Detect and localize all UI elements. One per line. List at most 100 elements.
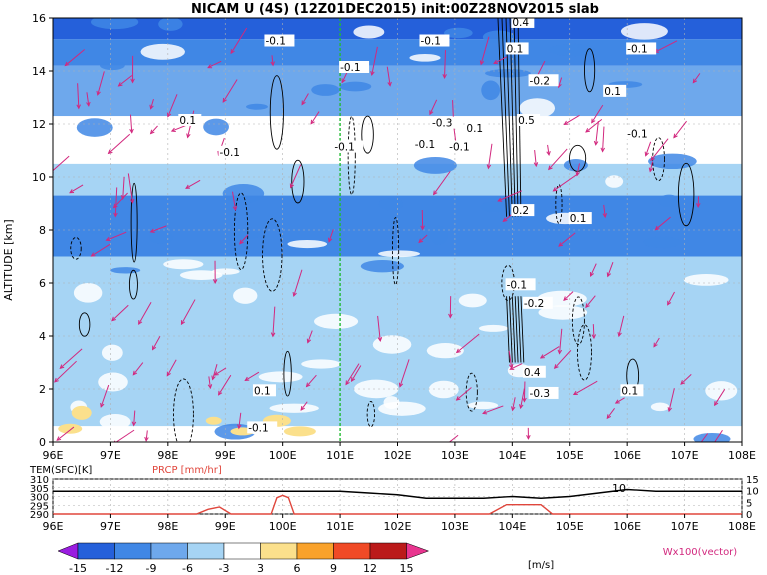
wind-vector-head (111, 316, 116, 322)
contour-label: -0.2 (524, 298, 545, 310)
wind-vector (114, 187, 118, 217)
wind-vector-head (572, 390, 578, 396)
wind-vector-head (442, 74, 447, 79)
wind-vector-head (270, 332, 276, 338)
wind-vector-head (667, 407, 672, 413)
contour-label-bg (465, 121, 489, 134)
field-patch (467, 401, 499, 410)
contour-line (78, 312, 91, 337)
contour-label: 0.1 (604, 86, 621, 98)
wind-vector-head (546, 151, 551, 157)
surface-x-tick-label: 100E (269, 520, 297, 533)
x-tick-label: 108E (728, 449, 756, 462)
wind-vector (59, 348, 83, 369)
wind-vector (222, 79, 238, 103)
wind-vector-head (433, 190, 438, 196)
field-patch (443, 27, 473, 39)
wind-vector-head (167, 112, 172, 118)
wind-vector (512, 397, 516, 411)
wind-vector (433, 171, 451, 195)
contour-label-bg (517, 114, 541, 126)
contour-line (571, 296, 585, 345)
wind-vector (377, 315, 381, 341)
wind-vector-head (377, 337, 383, 343)
wind-vector-head (105, 236, 111, 242)
y-tick-label: 14 (32, 65, 46, 78)
field-patch (605, 175, 624, 188)
contour-label-bg (430, 116, 461, 129)
contour-label-bg (511, 15, 535, 28)
contour-label: 0.1 (254, 385, 271, 397)
field-patch (233, 287, 258, 304)
wind-vector-head (289, 183, 295, 189)
contour-line (173, 378, 194, 442)
wind-vector-head (132, 370, 138, 376)
y-tick-label: 6 (39, 277, 46, 290)
wind-vector-head (207, 384, 213, 390)
y-tick-label: 8 (39, 224, 46, 237)
field-patch (648, 153, 697, 170)
wind-vector-head (144, 436, 149, 442)
wind-vector-head (207, 64, 213, 69)
wind-vector (534, 149, 537, 167)
wind-vector-head (519, 404, 524, 410)
field-patch (548, 43, 596, 57)
wind-vector-head (667, 300, 672, 306)
field-patch (478, 324, 508, 332)
colorbar-labels: -15 -12 -9 -6 -3 3 6 9 12 15 (69, 562, 413, 575)
colorbar-label: -3 (219, 562, 230, 575)
wind-vector (69, 184, 84, 194)
wind-vector-head (455, 396, 461, 401)
contour-line (283, 350, 292, 397)
wind-vector (573, 380, 598, 395)
contour-label-bg (528, 386, 559, 399)
wind-vector-head (113, 212, 118, 218)
field-patch (683, 274, 729, 286)
field-patch (110, 267, 141, 274)
surface-y-left-label: 310 (30, 475, 49, 486)
contour-label-bg (339, 61, 370, 73)
wind-vector (558, 232, 576, 247)
wind-vector-head (328, 237, 333, 243)
wind-vector (399, 359, 410, 387)
contour-line (514, 296, 519, 363)
wind-vector-head (558, 242, 564, 247)
precipitation-line (53, 494, 742, 515)
field-patch (519, 98, 556, 119)
wind-vector (497, 190, 523, 202)
surface-x-tick-label: 98E (157, 520, 178, 533)
wind-vector-head (301, 100, 306, 106)
colorbar-swatch (296, 542, 334, 560)
wind-vector (487, 143, 493, 169)
field-patch (148, 230, 174, 244)
contour-label-bg (528, 74, 559, 87)
wind-vector (207, 60, 222, 69)
x-axis-ticks: 96E 97E 98E 99E 100E 101E 102E 103E 104E 105E 106E… (43, 442, 756, 462)
positive-patch (283, 426, 316, 437)
contour-label-bg (505, 278, 536, 291)
wind-vector (680, 373, 692, 385)
contour-label: -0.1 (340, 62, 361, 74)
surface-x-tick-label: 101E (326, 520, 354, 533)
field-patch (658, 194, 680, 208)
wind-vector-head (714, 401, 719, 407)
contour-label-bg (620, 384, 644, 397)
wind-vector-head (212, 279, 218, 285)
wind-vector-head (508, 364, 514, 370)
wind-vector-head (429, 110, 434, 116)
wind-vector-head (680, 380, 686, 385)
wind-vector-head (553, 364, 559, 369)
wind-vector (152, 335, 161, 350)
wind-vector (65, 49, 85, 66)
contour-label-bg (603, 84, 627, 97)
wind-vector-head (96, 90, 101, 96)
contour-line (269, 75, 284, 150)
field-patch (246, 103, 268, 110)
colorbar-label: -9 (146, 562, 157, 575)
wind-vector (654, 40, 678, 53)
wind-vector (345, 363, 360, 385)
field-patch (693, 432, 731, 442)
wind-vector-head (606, 272, 612, 278)
wind-vector-head (170, 127, 176, 132)
wind-vector-head (648, 167, 654, 173)
